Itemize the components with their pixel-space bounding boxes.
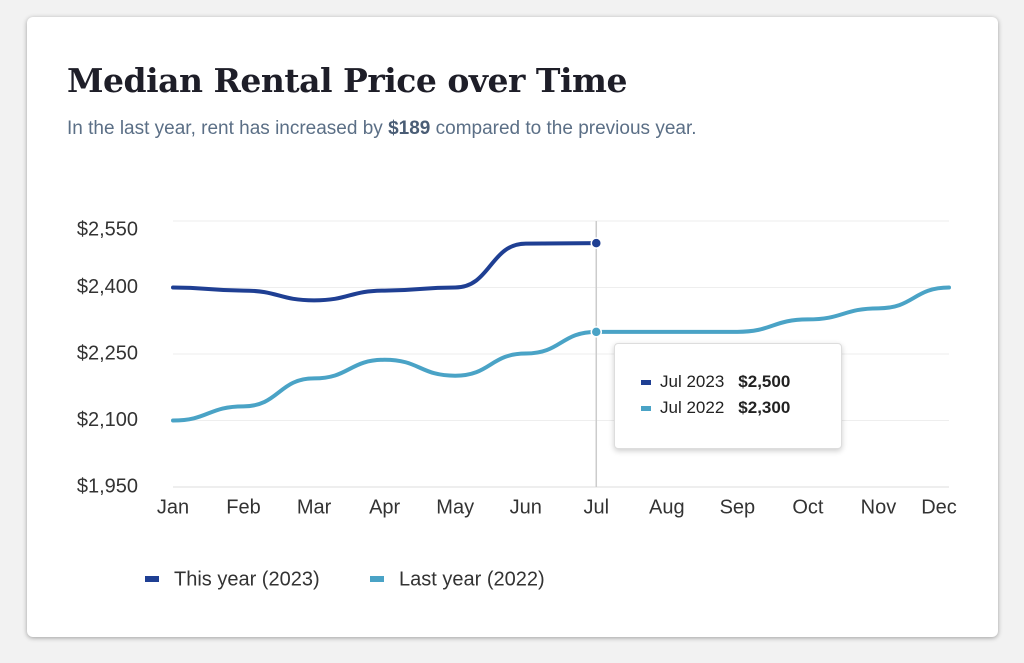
tooltip-row: Jul 2022 $2,300 bbox=[641, 398, 790, 418]
tooltip-value: $2,500 bbox=[738, 372, 791, 391]
series-line bbox=[171, 241, 599, 303]
tooltip-label: Jul 2022 bbox=[660, 398, 725, 417]
y-tick-label: $2,100 bbox=[77, 409, 138, 431]
subtitle-text: In the last year, rent has increased by bbox=[67, 118, 389, 139]
y-tick-label: $2,550 bbox=[77, 218, 138, 240]
x-tick-label: Mar bbox=[297, 496, 332, 518]
x-tick-label: Dec bbox=[921, 496, 957, 518]
legend-swatch bbox=[145, 576, 159, 582]
y-tick-label: $2,250 bbox=[77, 342, 138, 364]
x-tick-label: Jun bbox=[510, 496, 542, 518]
x-tick-label: Nov bbox=[861, 496, 897, 518]
subtitle-text: compared to the previous year. bbox=[430, 118, 697, 139]
x-tick-label: Feb bbox=[226, 496, 260, 518]
x-tick-label: Oct bbox=[792, 496, 824, 518]
tooltip: Jul 2023 $2,500 Jul 2022 $2,300 bbox=[614, 343, 842, 449]
legend-label: This year (2023) bbox=[174, 568, 320, 590]
x-tick-label: Aug bbox=[649, 496, 685, 518]
legend-swatch bbox=[370, 576, 384, 582]
tooltip-swatch bbox=[641, 379, 651, 385]
subtitle-highlight: $189 bbox=[388, 118, 431, 139]
x-tick-label: Jul bbox=[583, 496, 609, 518]
series-line bbox=[171, 285, 951, 423]
y-tick-label: $2,400 bbox=[77, 276, 138, 298]
card: Median Rental Price over Time In the las… bbox=[27, 17, 998, 637]
x-tick-label: Apr bbox=[369, 496, 400, 518]
hover-point bbox=[590, 237, 603, 249]
x-tick-label: May bbox=[436, 496, 474, 518]
y-tick-label: $1,950 bbox=[77, 475, 138, 497]
x-tick-label: Sep bbox=[720, 496, 756, 518]
tooltip-value: $2,300 bbox=[738, 398, 791, 417]
legend-label: Last year (2022) bbox=[399, 568, 545, 590]
tooltip-row: Jul 2023 $2,500 bbox=[641, 372, 790, 392]
tooltip-swatch bbox=[641, 405, 651, 411]
x-tick-label: Jan bbox=[157, 496, 189, 518]
hover-point bbox=[590, 326, 603, 338]
subtitle: In the last year, rent has increased by … bbox=[67, 118, 697, 140]
chart-title: Median Rental Price over Time bbox=[67, 61, 627, 100]
tooltip-label: Jul 2023 bbox=[660, 372, 725, 391]
